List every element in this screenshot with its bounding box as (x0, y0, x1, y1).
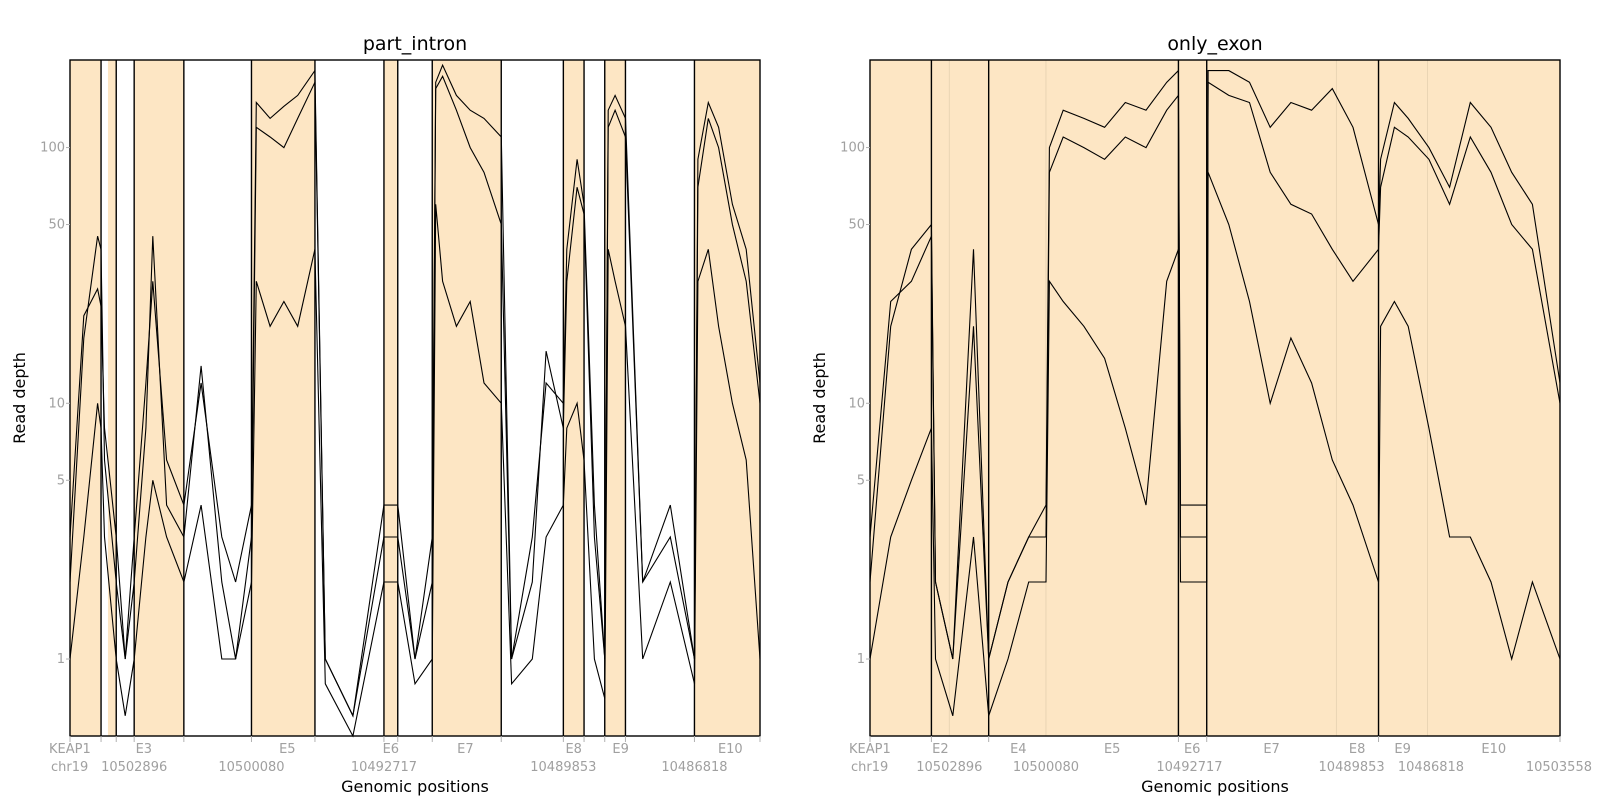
chart-title: only_exon (1167, 33, 1262, 55)
exon-band-e6 (383, 60, 398, 736)
exon-band-e10 (694, 60, 760, 736)
y-tick-label: 100 (40, 141, 65, 156)
exon-label: E6 (383, 742, 400, 757)
exon-label: E6 (1184, 742, 1201, 757)
y-tick-label: 1 (57, 652, 65, 667)
exon-band-e2 (870, 60, 932, 736)
series-line-sample_2 (869, 81, 1561, 660)
exon-band-e5 (1045, 60, 1179, 736)
panel-part_intron: part_intron 1 5 10 50 100 Read depth Genomic po… (10, 33, 761, 796)
exon-label: KEAP1 (849, 742, 891, 757)
position-label: 10500080 (218, 760, 284, 775)
exon-label: E9 (1394, 742, 1411, 757)
exon-band-e6 (1178, 60, 1207, 736)
position-label: 10486818 (1398, 760, 1464, 775)
position-label: chr19 (51, 760, 88, 775)
x-axis-label: Genomic positions (1141, 777, 1289, 796)
exon-band-e3 (931, 60, 989, 736)
exon-label: E9 (612, 742, 629, 757)
series-line-sample_3 (69, 204, 761, 738)
y-tick-label: 5 (57, 473, 65, 488)
position-label: 10489853 (1319, 760, 1385, 775)
y-tick-label: 1 (857, 652, 865, 667)
exon-band-e5 (251, 60, 315, 736)
exon-band-e8 (1336, 60, 1379, 736)
plot-frame (869, 59, 1561, 737)
exon-label: E10 (718, 742, 743, 757)
position-label: 10502896 (101, 760, 167, 775)
position-label: 10503558 (1526, 760, 1592, 775)
y-tick-label: 5 (857, 473, 865, 488)
position-label: 10489853 (530, 760, 596, 775)
exon-band-e3 (134, 60, 184, 736)
exon-band-0 (70, 60, 102, 736)
position-label: 10492717 (351, 760, 417, 775)
y-tick-label: 100 (840, 141, 865, 156)
exon-label: E5 (1104, 742, 1121, 757)
exon-band-1 (107, 60, 117, 736)
exon-label: E2 (932, 742, 949, 757)
position-label: 10486818 (661, 760, 727, 775)
series-line-sample_1 (869, 69, 1561, 660)
y-tick-label: 10 (848, 396, 865, 411)
exon-band-e9 (604, 60, 626, 736)
position-label: 10502896 (916, 760, 982, 775)
exon-band-e7 (432, 60, 502, 736)
chart-title: part_intron (363, 33, 467, 55)
y-tick-label: 50 (848, 218, 865, 233)
exon-band-e9 (1378, 60, 1428, 736)
exon-label: E3 (136, 742, 153, 757)
y-tick-label: 10 (48, 396, 65, 411)
exon-label: KEAP1 (49, 742, 91, 757)
exon-band-e10 (1427, 60, 1560, 736)
exon-label: E7 (457, 742, 474, 757)
exon-label: E10 (1481, 742, 1506, 757)
exon-band-e8 (563, 60, 585, 736)
exon-label: E5 (279, 742, 296, 757)
panel-only_exon: only_exon 1 5 10 50 100 Read depth Genomic posi… (810, 33, 1592, 796)
y-tick-label: 50 (48, 218, 65, 233)
exon-label: E8 (565, 742, 582, 757)
series-line-sample_3 (869, 172, 1561, 716)
y-axis-label: Read depth (810, 352, 829, 444)
plot-frame (69, 59, 761, 737)
exon-label: E4 (1010, 742, 1027, 757)
exon-label: E8 (1349, 742, 1366, 757)
y-axis-label: Read depth (10, 352, 29, 444)
exon-label: E7 (1263, 742, 1280, 757)
exon-band-e4 (988, 60, 1046, 736)
position-label: chr19 (851, 760, 888, 775)
x-axis-label: Genomic positions (341, 777, 489, 796)
series-line-sample_2 (69, 75, 761, 718)
position-label: 10492717 (1156, 760, 1222, 775)
position-label: 10500080 (1013, 760, 1079, 775)
